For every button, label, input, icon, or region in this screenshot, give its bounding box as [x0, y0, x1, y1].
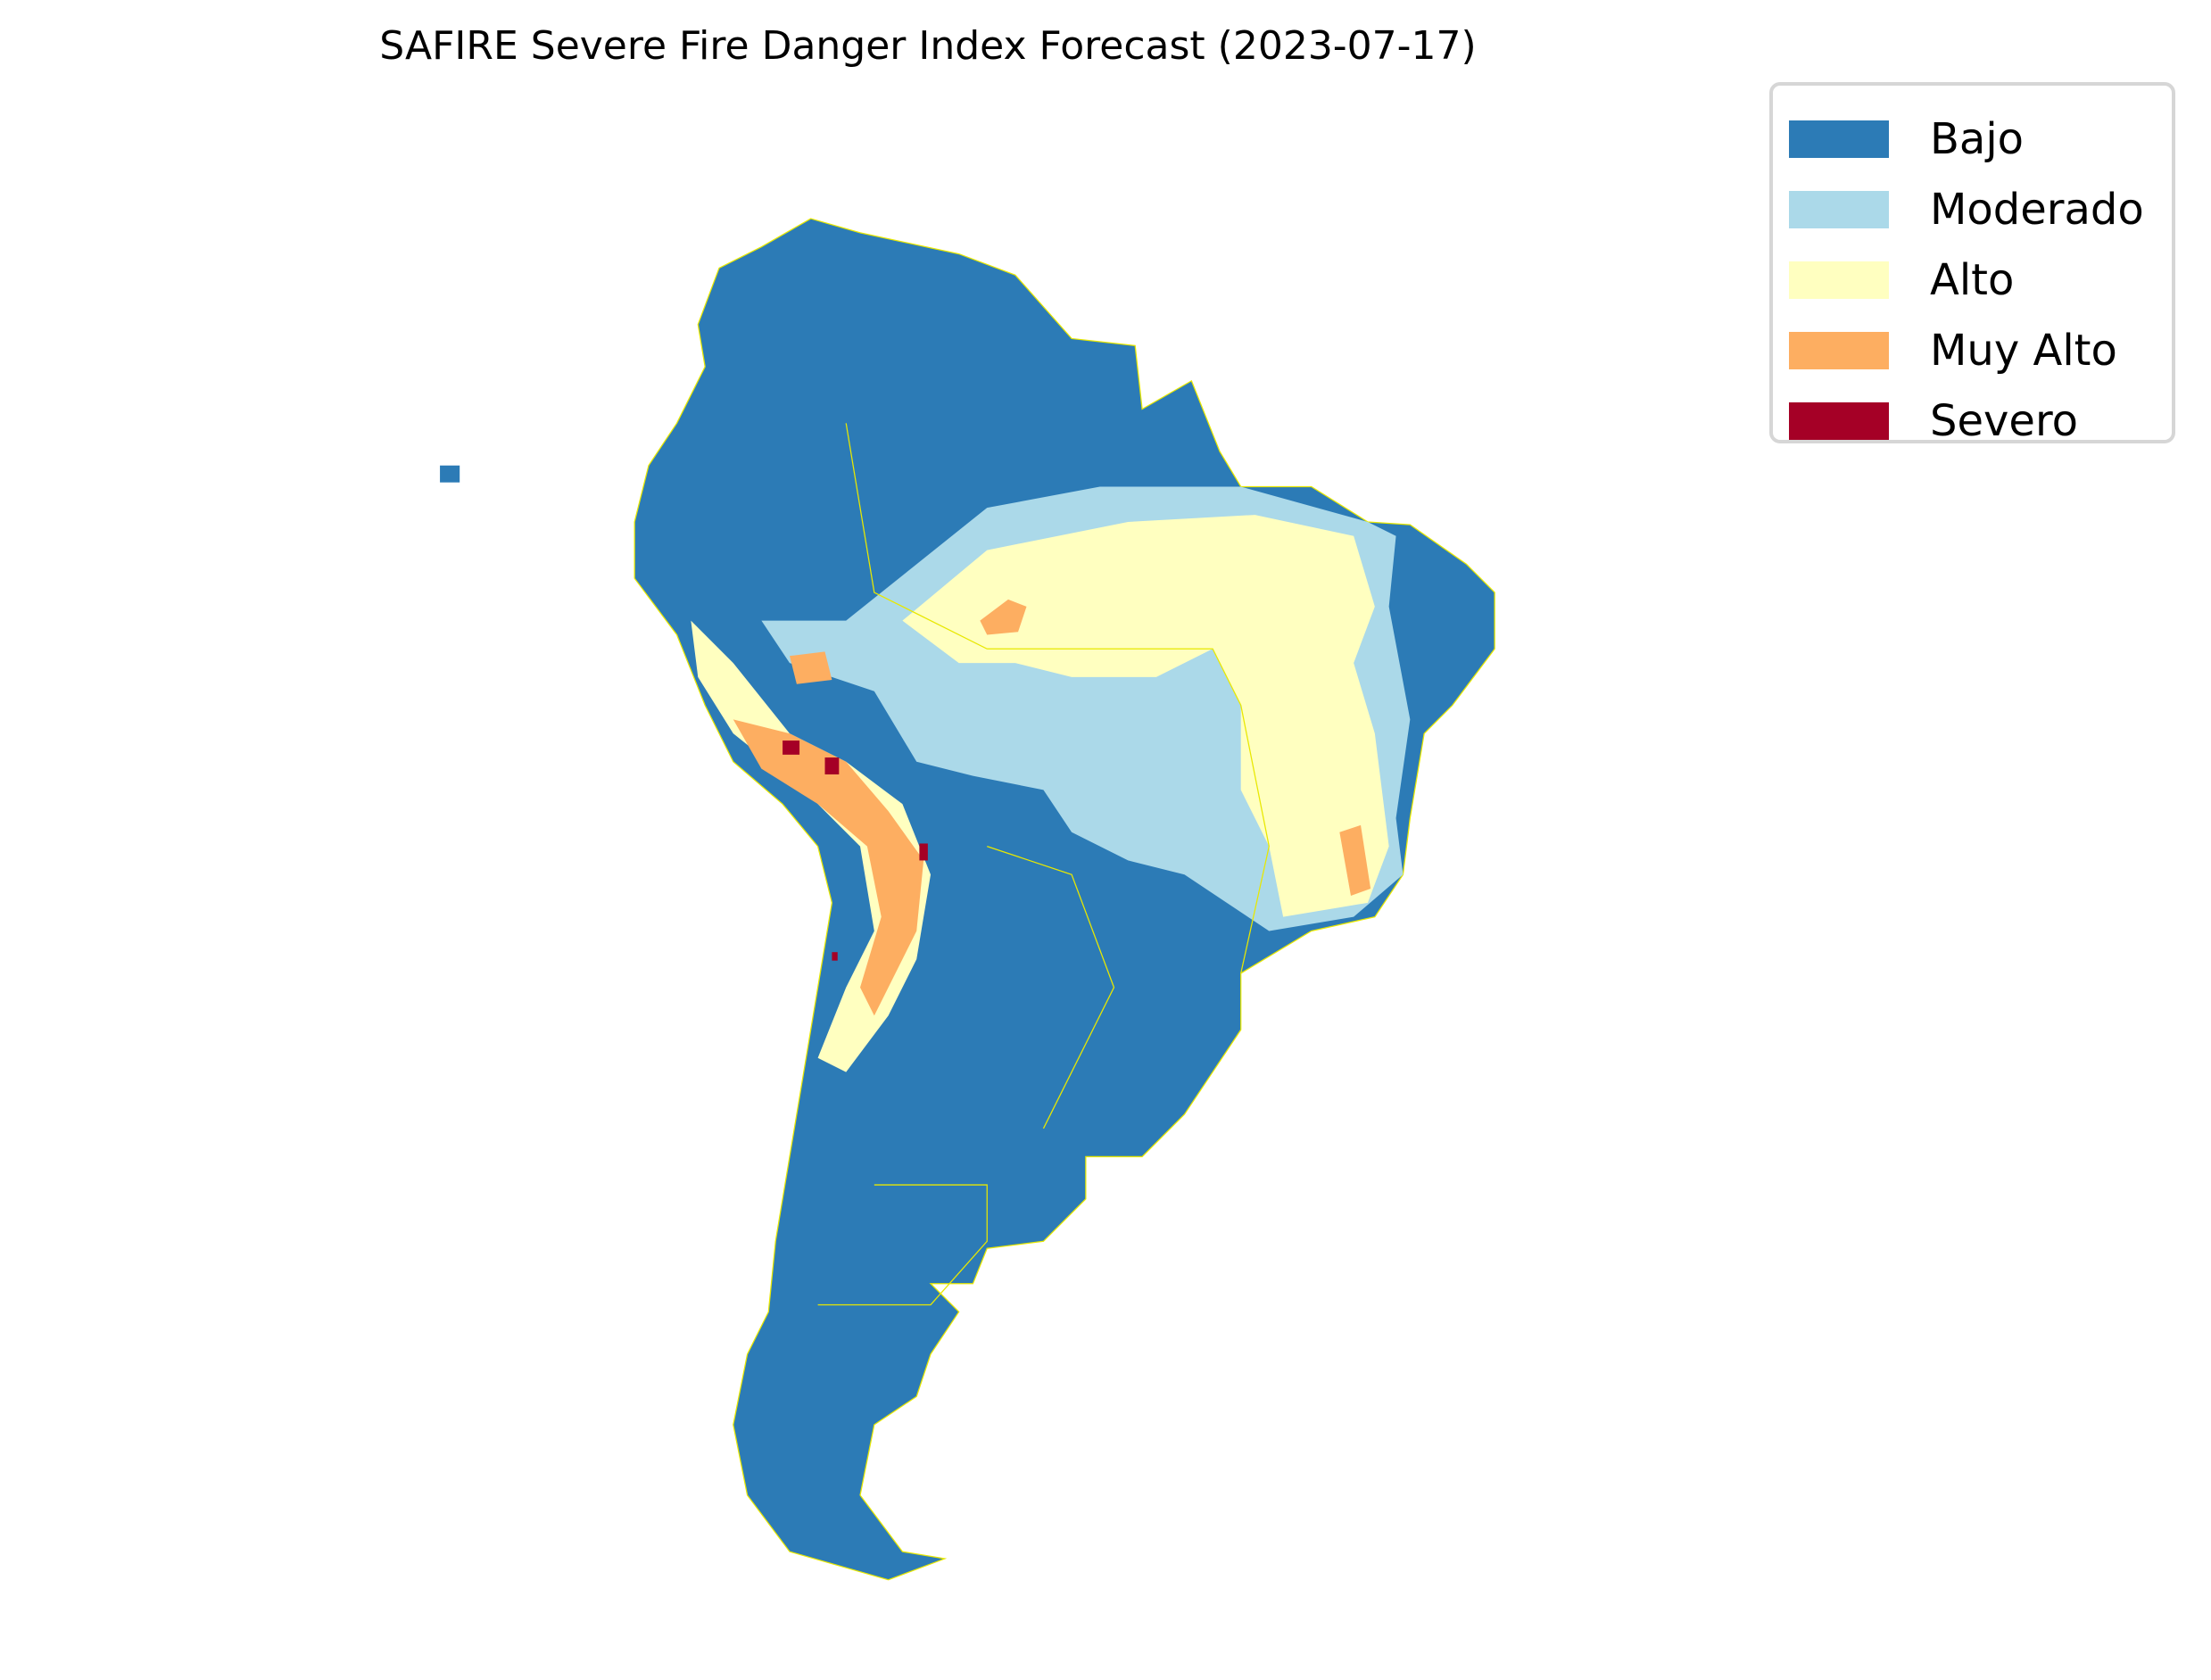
region-severo: [832, 952, 838, 961]
legend-label: Bajo: [1930, 113, 2025, 164]
legend-item-moderado: Moderado: [1789, 174, 2172, 244]
region-muy-alto: [733, 719, 924, 1016]
admin-borders: [987, 846, 1115, 1130]
region-muy-alto-patch: [980, 599, 1027, 635]
legend-swatch: [1789, 261, 1889, 299]
legend: Bajo Moderado Alto Muy Alto Severo: [1769, 82, 2175, 446]
legend-swatch: [1789, 120, 1889, 158]
region-severo: [783, 741, 800, 755]
legend-item-muy-alto: Muy Alto: [1789, 315, 2172, 385]
admin-borders: [845, 423, 1270, 974]
legend-swatch: [1789, 331, 1889, 369]
region-severo: [824, 757, 840, 774]
region-severo: [919, 843, 928, 861]
region-alto: [902, 515, 1389, 917]
legend-label: Muy Alto: [1930, 325, 2117, 376]
legend-label: Severo: [1930, 395, 2078, 446]
admin-borders: [817, 1184, 988, 1306]
legend-label: Alto: [1930, 254, 2015, 305]
map-title: SAFIRE Severe Fire Danger Index Forecast…: [379, 23, 1477, 69]
region-muy-alto-patch: [1339, 824, 1371, 896]
legend-item-bajo: Bajo: [1789, 103, 2172, 174]
legend-swatch: [1789, 401, 1889, 440]
legend-label: Moderado: [1930, 184, 2144, 235]
galapagos-islands: [440, 465, 460, 483]
legend-item-severo: Severo: [1789, 385, 2172, 456]
region-muy-alto-patch: [790, 651, 832, 684]
legend-item-alto: Alto: [1789, 244, 2172, 315]
legend-swatch: [1789, 190, 1889, 228]
